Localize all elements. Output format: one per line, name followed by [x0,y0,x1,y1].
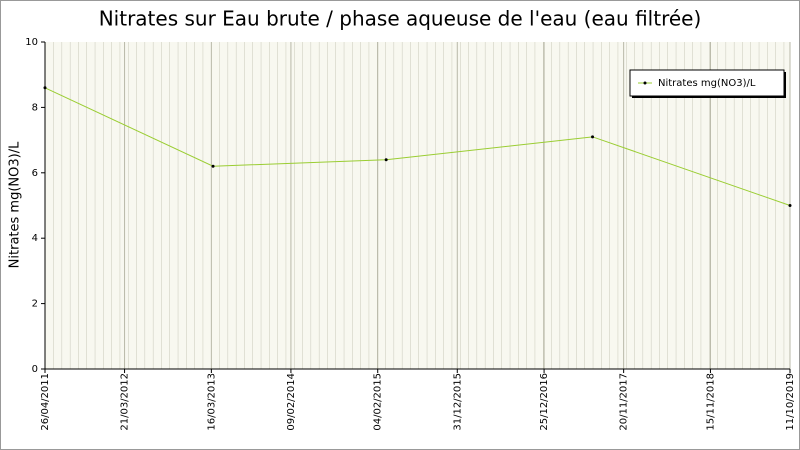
y-tick-label: 10 [25,37,38,48]
x-tick-label: 25/12/2016 [539,373,550,431]
x-tick-label: 11/10/2019 [785,373,796,431]
y-tick-label: 6 [32,168,38,179]
legend-label: Nitrates mg(NO3)/L [658,78,756,89]
x-tick-label: 16/03/2013 [206,373,217,431]
x-tick-label: 15/11/2018 [705,373,716,431]
x-tick-label: 21/03/2012 [120,373,131,431]
y-tick-label: 0 [32,364,38,375]
y-tick-label: 8 [32,102,38,113]
legend-box [629,69,785,97]
x-tick-label: 31/12/2015 [452,373,463,431]
data-point [384,158,388,162]
data-point [43,86,47,90]
y-tick-label: 4 [32,233,38,244]
y-axis-label: Nitrates mg(NO3)/L [8,141,23,268]
data-point [591,135,595,139]
data-point [211,164,215,168]
data-point [788,204,792,207]
x-tick-label: 04/02/2015 [373,373,384,431]
x-tick-label: 20/11/2017 [619,373,630,431]
x-tick-label: 26/04/2011 [40,373,51,431]
y-tick-label: 2 [32,299,38,310]
legend-marker [643,81,647,85]
x-tick-label: 09/02/2014 [286,373,297,431]
chart-title: Nitrates sur Eau brute / phase aqueuse d… [99,7,702,31]
